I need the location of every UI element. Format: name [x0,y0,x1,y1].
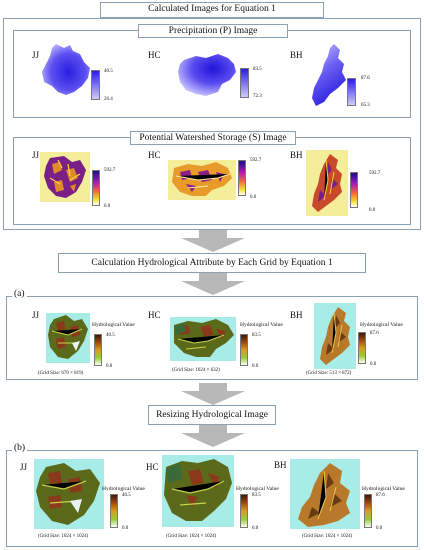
b-hc-min: 0.0 [252,526,259,531]
precip-bh-max: 87.6 [361,76,370,81]
b-bh-legend-bar [364,494,372,528]
b-bh-grid-size: (Grid Size: 1024 × 1024) [302,534,353,539]
b-hc-max: 83.5 [252,493,261,498]
a-bh-hv-label: Hydrological Value [360,322,403,328]
precip-bh-name: BH [290,50,303,60]
storage-hc-max: 592.7 [250,158,262,163]
a-hc-min: 0.0 [252,364,259,369]
resize-title-box: Resizing Hydrological Image [148,405,276,425]
a-bh-max: 87.6 [370,331,379,336]
a-jj-max: 40.5 [106,333,115,338]
storage-jj-map [40,152,90,202]
b-jj-max: 40.5 [122,493,131,498]
precip-hc-legend-bar [240,68,249,98]
section-a-box [6,296,418,380]
storage-hc-name: HC [148,150,161,160]
precip-jj-min: 26.4 [104,97,113,102]
a-bh-min: 0.0 [370,362,377,367]
b-hc-hv-label: Hydrological Value [236,486,279,492]
storage-bh-name: BH [290,150,303,160]
b-hc-grid-size: (Grid Size: 1024 × 1024) [166,534,217,539]
storage-bh-legend-bar [350,172,358,208]
b-jj-hv-label: Hydrological Value [102,486,145,492]
a-hc-legend-bar [240,334,248,366]
b-hc-name: HC [146,462,159,472]
storage-jj-max: 592.7 [104,168,116,173]
b-jj-map [34,459,104,529]
precip-bh-min: 65.3 [361,103,370,108]
down-arrow-1 [181,230,245,252]
b-hc-legend-bar [240,494,248,528]
precip-bh-legend-bar [347,78,356,106]
storage-bh-max: 592.7 [369,171,381,176]
precip-title-box: Precipitation (P) Image [138,24,288,38]
a-bh-name: BH [290,310,303,320]
b-jj-name: JJ [20,462,28,472]
down-arrow-3 [181,383,245,405]
storage-hc-min: 0.0 [250,195,257,200]
precip-jj-legend-bar [91,70,100,100]
section-b-tag: (b) [12,443,28,453]
storage-bh-min: 0.0 [369,208,376,213]
precip-jj-map [42,44,90,95]
a-jj-hv-label: Hydrological Value [92,322,135,328]
a-hc-grid-size: (Grid Size: 1024 × 632) [172,368,220,373]
storage-jj-name: JJ [32,150,40,160]
a-jj-legend-bar [94,334,102,366]
precip-title: Precipitation (P) Image [168,26,258,36]
storage-title-box: Potential Watershed Storage (S) Image [130,131,296,145]
a-hc-hv-label: Hydrological Value [240,322,283,328]
storage-hc-legend-bar [238,160,246,196]
precip-jj-name: JJ [32,50,40,60]
precip-hc-min: 72.3 [253,94,262,99]
a-jj-name: JJ [32,310,40,320]
a-bh-legend-bar [358,332,366,364]
a-bh-grid-size: (Grid Size: 513 × 872) [306,371,352,376]
b-jj-grid-size: (Grid Size: 1024 × 1024) [38,534,89,539]
calc-title-box: Calculation Hydrological Attribute by Ea… [58,253,366,273]
b-bh-name: BH [274,460,287,470]
section-b-box [6,450,418,547]
down-arrow-2 [181,273,245,295]
b-bh-min: 0.0 [376,526,383,531]
a-hc-max: 83.5 [252,333,261,338]
storage-jj-legend-bar [92,170,100,206]
storage-hc-map [168,160,236,200]
section-a-tag: (a) [12,289,27,299]
storage-title: Potential Watershed Storage (S) Image [139,133,287,143]
a-bh-map [314,303,356,369]
precip-bh-map [312,44,346,106]
b-jj-legend-bar [110,494,118,528]
top-title: Calculated Images for Equation 1 [148,4,276,14]
b-bh-max: 87.6 [376,493,385,498]
a-jj-map [46,313,90,363]
down-arrow-4 [181,425,245,447]
b-jj-min: 0.0 [122,526,129,531]
calc-title: Calculation Hydrological Attribute by Ea… [91,258,333,268]
a-jj-grid-size: (Grid Size: 670 × 819) [38,371,84,376]
b-bh-hv-label: Hydrological Value [362,486,405,492]
upper-outer-box [3,18,421,230]
precip-jj-max: 40.5 [104,69,113,74]
storage-bh-map [306,150,348,216]
b-hc-map [162,455,234,527]
a-jj-min: 0.0 [106,364,113,369]
precip-hc-name: HC [148,50,161,60]
b-bh-map [290,459,360,529]
precip-hc-max: 83.5 [253,67,262,72]
resize-title: Resizing Hydrological Image [156,410,268,420]
storage-jj-min: 0.0 [104,204,111,209]
precip-hc-map [178,54,236,96]
a-hc-name: HC [148,310,161,320]
top-title-box: Calculated Images for Equation 1 [100,2,324,18]
a-hc-map [170,317,236,361]
